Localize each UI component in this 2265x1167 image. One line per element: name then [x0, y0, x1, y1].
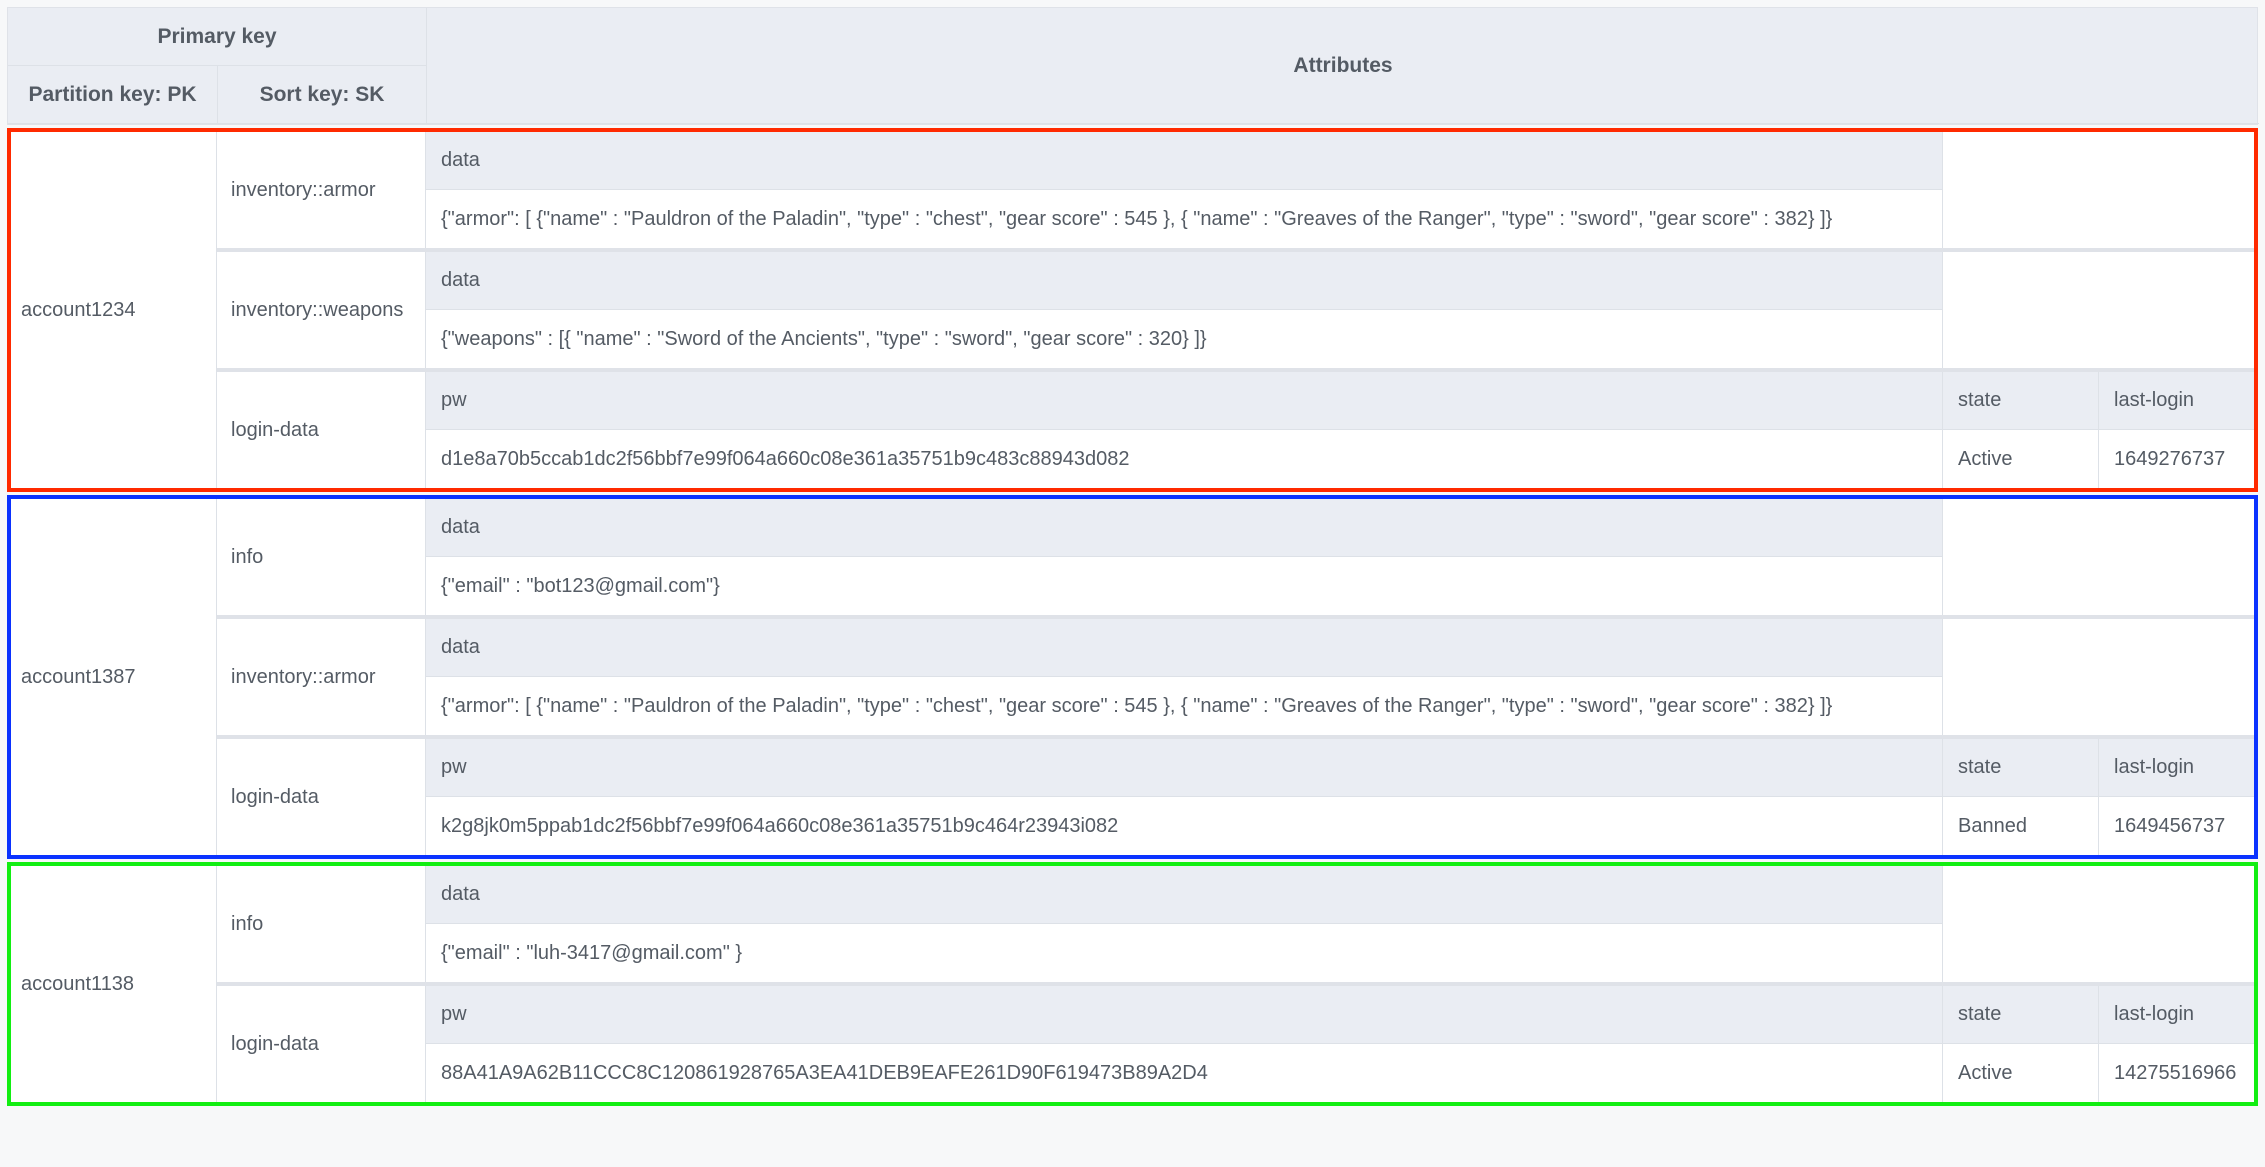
attribute-value: Banned — [1958, 814, 2027, 837]
empty-cell — [1943, 132, 2254, 248]
attribute-name: data — [426, 252, 1942, 310]
attribute-name: state — [1943, 739, 2098, 797]
attribute-column: data {"weapons" : [{ "name" : "Sword of t… — [426, 252, 1943, 368]
partition-key-cell: account1234 — [11, 132, 217, 488]
sort-key-cell: inventory::weapons — [217, 252, 426, 368]
attribute-value: {"email" : "luh-3417@gmail.com" } — [441, 941, 743, 964]
table-row: info data {"email" : "bot123@gmail.com"} — [217, 499, 2254, 615]
attributes: data {"email" : "luh-3417@gmail.com" } — [426, 866, 2254, 982]
attribute-name: state — [1943, 372, 2098, 430]
attribute-value: {"armor": [ {"name" : "Pauldron of the P… — [441, 694, 1833, 717]
attribute-column: last-login 14275516966 — [2099, 986, 2254, 1102]
table-row: login-data pw 88A41A9A62B11CCC8C1208619287… — [217, 982, 2254, 1102]
attribute-value: k2g8jk0m5ppab1dc2f56bbf7e99f064a660c08e3… — [441, 814, 1119, 837]
partition-key-cell: account1387 — [11, 499, 217, 855]
attributes-header: Attributes — [427, 8, 2259, 124]
attribute-column: state Active — [1943, 986, 2099, 1102]
table-row: info data {"email" : "luh-3417@gmail.com" … — [217, 866, 2254, 982]
sort-key-cell: info — [217, 499, 426, 615]
attribute-name: last-login — [2099, 986, 2254, 1044]
attribute-column: state Active — [1943, 372, 2099, 488]
attribute-value: 1649276737 — [2114, 447, 2226, 470]
attributes: data {"email" : "bot123@gmail.com"} — [426, 499, 2254, 615]
attribute-name: data — [426, 499, 1942, 557]
attributes: pw k2g8jk0m5ppab1dc2f56bbf7e99f064a660c08… — [426, 739, 2254, 855]
table-row: login-data pw d1e8a70b5ccab1dc2f56bbf7e99f… — [217, 368, 2254, 488]
table-row: inventory::weapons data{"weapons" : [{ "n… — [217, 248, 2254, 368]
attribute-value: 88A41A9A62B11CCC8C120861928765A3EA41DEB9… — [441, 1061, 1208, 1084]
table-header: Primary key Attributes Partition key: PK… — [7, 7, 2259, 125]
attribute-value: {"armor": [ {"name" : "Pauldron of the P… — [441, 207, 1833, 230]
partition-key-cell: account1138 — [11, 866, 217, 1102]
sort-key-cell: inventory::armor — [217, 132, 426, 248]
attribute-name: state — [1943, 986, 2098, 1044]
sort-key-cell: inventory::armor — [217, 619, 426, 735]
attribute-column: pw 88A41A9A62B11CCC8C120861928765A3EA41DE… — [426, 986, 1943, 1102]
table-row: login-data pw k2g8jk0m5ppab1dc2f56bbf7e99f… — [217, 735, 2254, 855]
attribute-name: pw — [426, 739, 1942, 797]
sort-key-cell: login-data — [217, 372, 426, 488]
partition-key-header: Partition key: PK — [8, 66, 218, 124]
primary-key-header: Primary key — [8, 8, 427, 66]
attribute-value: d1e8a70b5ccab1dc2f56bbf7e99f064a660c08e3… — [441, 447, 1130, 470]
items-list: inventory::armor data{"armor": [ {"name" … — [217, 132, 2254, 488]
attribute-column: pw d1e8a70b5ccab1dc2f56bbf7e99f064a660c08… — [426, 372, 1943, 488]
attribute-value: Active — [1958, 447, 2013, 470]
item-collections: account1234 inventory::armor data {"armor":… — [7, 128, 2258, 1106]
table-row: inventory::armor data{"armor": [ {"name" … — [217, 615, 2254, 735]
attribute-name: data — [426, 132, 1942, 190]
attribute-name: pw — [426, 986, 1942, 1044]
attribute-column: data {"email" : "luh-3417@gmail.com" } — [426, 866, 1943, 982]
attribute-value: Active — [1958, 1061, 2013, 1084]
attribute-name: last-login — [2099, 372, 2254, 430]
attribute-column: data {"armor": [ {"name" : "Pauldron of t… — [426, 132, 1943, 248]
items-list: info data {"email" : "luh-3417@gmail.com" … — [217, 866, 2254, 1102]
sort-key-cell: login-data — [217, 739, 426, 855]
attribute-value: {"weapons" : [{ "name" : "Sword of the A… — [441, 327, 1207, 350]
attribute-name: last-login — [2099, 739, 2254, 797]
items-list: info data {"email" : "bot123@gmail.com"} in… — [217, 499, 2254, 855]
attribute-column: data {"armor": [ {"name" : "Pauldron of t… — [426, 619, 1943, 735]
table-row: inventory::armor data{"armor": [ {"name" … — [217, 132, 2254, 248]
attributes: data {"weapons" : [{ "name" : "Sword of t… — [426, 252, 2254, 368]
sort-key-cell: info — [217, 866, 426, 982]
empty-cell — [1943, 252, 2254, 368]
item-collection: account1138 info data {"email" : "luh-3417@… — [7, 862, 2258, 1106]
item-collection: account1387 info data {"email" : "bot123@gm… — [7, 495, 2258, 859]
attribute-name: data — [426, 619, 1942, 677]
attribute-name: data — [426, 866, 1942, 924]
attribute-value: 1649456737 — [2114, 814, 2226, 837]
empty-cell — [1943, 866, 2254, 982]
empty-cell — [1943, 619, 2254, 735]
sort-key-cell: login-data — [217, 986, 426, 1102]
attribute-value: 14275516966 — [2114, 1061, 2237, 1084]
sort-key-header: Sort key: SK — [218, 66, 427, 124]
attributes: data {"armor": [ {"name" : "Pauldron of t… — [426, 619, 2254, 735]
dynamodb-table: Primary key Attributes Partition key: PK… — [7, 7, 2259, 1106]
attribute-column: state Banned — [1943, 739, 2099, 855]
empty-cell — [1943, 499, 2254, 615]
attribute-column: last-login 1649276737 — [2099, 372, 2254, 488]
attribute-column: pw k2g8jk0m5ppab1dc2f56bbf7e99f064a660c08… — [426, 739, 1943, 855]
attributes: pw d1e8a70b5ccab1dc2f56bbf7e99f064a660c08… — [426, 372, 2254, 488]
attribute-name: pw — [426, 372, 1942, 430]
attribute-value: {"email" : "bot123@gmail.com"} — [441, 574, 720, 597]
attribute-column: data {"email" : "bot123@gmail.com"} — [426, 499, 1943, 615]
attributes: data {"armor": [ {"name" : "Pauldron of t… — [426, 132, 2254, 248]
item-collection: account1234 inventory::armor data{"armor":… — [7, 128, 2258, 492]
attribute-column: last-login 1649456737 — [2099, 739, 2254, 855]
attributes: pw 88A41A9A62B11CCC8C120861928765A3EA41DE… — [426, 986, 2254, 1102]
